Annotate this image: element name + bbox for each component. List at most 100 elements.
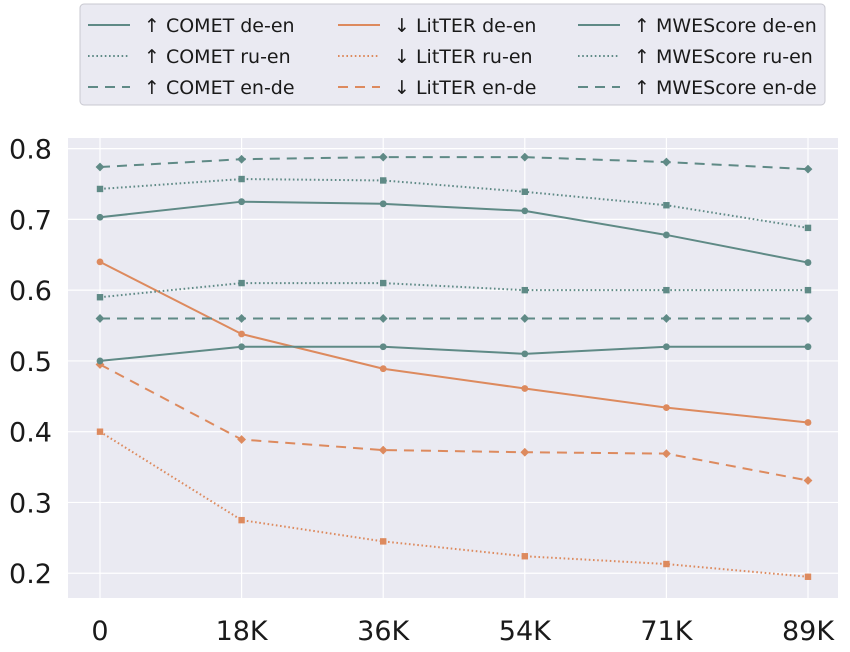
series-line <box>99 430 809 578</box>
legend-label: ↑ COMET en-de <box>144 77 295 99</box>
data-point <box>521 286 528 294</box>
series-line <box>99 345 808 362</box>
data-point <box>520 152 530 162</box>
data-point <box>804 343 812 351</box>
legend-item-1: ↑ COMET ru-en <box>88 46 291 68</box>
data-point <box>521 553 528 560</box>
data-point <box>663 343 670 351</box>
legend-item-2: ↑ COMET en-de <box>88 77 295 99</box>
legend-label: ↑ COMET de-en <box>144 15 295 37</box>
data-point <box>663 404 670 412</box>
legend-item-8: ↑ MWEScore en-de <box>578 77 817 99</box>
legend-label: ↑ MWEScore en-de <box>634 77 817 99</box>
data-point <box>663 560 670 568</box>
y-tick-label: 0.5 <box>9 347 52 378</box>
x-tick-label: 54K <box>499 616 552 647</box>
data-point <box>237 154 246 164</box>
x-axis: 0 18K 36K 54K 71K 89K <box>91 616 835 647</box>
series-1 <box>96 175 812 232</box>
data-point <box>803 476 813 485</box>
series-line <box>99 260 809 424</box>
legend-box <box>79 3 826 106</box>
legend-label: ↓ LitTER en-de <box>394 77 536 99</box>
data-point <box>520 314 530 323</box>
data-point <box>521 188 528 195</box>
data-point <box>663 202 670 209</box>
legend-item-6: ↑ MWEScore de-en <box>578 15 817 37</box>
legend-item-7: ↑ MWEScore ru-en <box>578 46 813 68</box>
data-point <box>804 573 812 580</box>
data-point <box>663 286 670 294</box>
legend-item-4: ↓ LitTER ru-en <box>338 46 533 68</box>
legend-item-3: ↓ LitTER de-en <box>338 15 536 37</box>
data-point <box>662 449 671 459</box>
legend-item-5: ↓ LitTER en-de <box>338 77 536 99</box>
data-point <box>380 177 387 184</box>
data-point <box>238 330 246 338</box>
data-point <box>804 419 812 426</box>
data-point <box>378 314 388 323</box>
data-point <box>237 435 246 444</box>
data-point <box>803 314 813 323</box>
x-tick-label: 18K <box>216 616 269 647</box>
legend: ↑ COMET de-en ↑ COMET ru-en ↑ COMET en-de ↓… <box>79 3 826 106</box>
data-point <box>238 279 245 287</box>
series-6 <box>96 343 812 365</box>
data-point <box>804 224 812 232</box>
x-tick-label: 71K <box>640 616 693 647</box>
series-7 <box>96 279 812 301</box>
data-point <box>96 357 104 365</box>
x-tick-label: 89K <box>782 616 835 647</box>
legend-label: ↓ LitTER ru-en <box>394 46 533 68</box>
data-point <box>96 213 104 221</box>
series-3 <box>96 258 812 426</box>
plot-area <box>68 138 838 598</box>
series-8 <box>95 314 813 323</box>
data-point <box>238 343 246 351</box>
data-point <box>96 258 104 266</box>
data-point <box>521 350 529 358</box>
data-point <box>380 538 387 545</box>
series-4 <box>96 428 812 580</box>
data-point <box>96 428 104 435</box>
data-point <box>238 175 245 183</box>
data-point <box>520 447 530 457</box>
series-2 <box>95 152 813 174</box>
x-tick-label: 0 <box>91 616 108 647</box>
data-point <box>96 185 104 193</box>
x-tick-label: 36K <box>357 616 410 647</box>
y-tick-label: 0.8 <box>9 135 52 166</box>
series-0 <box>96 198 812 266</box>
y-axis: 0.2 0.3 0.4 0.5 0.6 0.7 0.8 <box>9 135 52 591</box>
data-point <box>379 343 387 351</box>
data-point <box>379 200 387 208</box>
data-point <box>379 365 387 373</box>
legend-item-0: ↑ COMET de-en <box>88 15 295 37</box>
data-point <box>96 294 104 301</box>
data-point <box>662 314 671 323</box>
data-point <box>238 516 245 524</box>
y-tick-label: 0.6 <box>9 276 52 307</box>
data-point <box>378 445 388 455</box>
y-tick-label: 0.4 <box>9 418 52 449</box>
y-tick-label: 0.2 <box>9 559 52 590</box>
series-line <box>99 282 808 299</box>
data-point <box>803 164 813 174</box>
data-point <box>521 385 529 392</box>
y-tick-label: 0.7 <box>9 205 52 236</box>
legend-label: ↑ MWEScore de-en <box>634 15 817 37</box>
data-point <box>380 279 387 287</box>
series-group <box>95 152 813 580</box>
plot-background <box>68 138 838 598</box>
legend-label: ↓ LitTER de-en <box>394 15 536 37</box>
series-line <box>99 178 809 229</box>
series-line <box>99 200 809 264</box>
data-point <box>804 286 812 294</box>
data-point <box>804 259 812 266</box>
legend-label: ↑ MWEScore ru-en <box>634 46 813 68</box>
data-point <box>238 198 246 206</box>
data-point <box>521 207 529 215</box>
legend-label: ↑ COMET ru-en <box>144 46 291 68</box>
data-point <box>95 314 105 323</box>
data-point <box>663 231 670 239</box>
